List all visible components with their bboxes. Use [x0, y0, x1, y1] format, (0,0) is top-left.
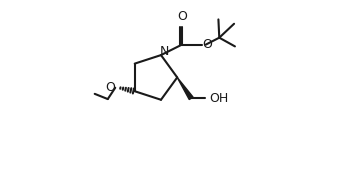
Text: O: O: [177, 10, 187, 23]
Polygon shape: [177, 77, 193, 100]
Text: O: O: [203, 38, 213, 51]
Text: O: O: [106, 81, 116, 94]
Text: OH: OH: [209, 92, 229, 105]
Text: N: N: [160, 45, 169, 58]
